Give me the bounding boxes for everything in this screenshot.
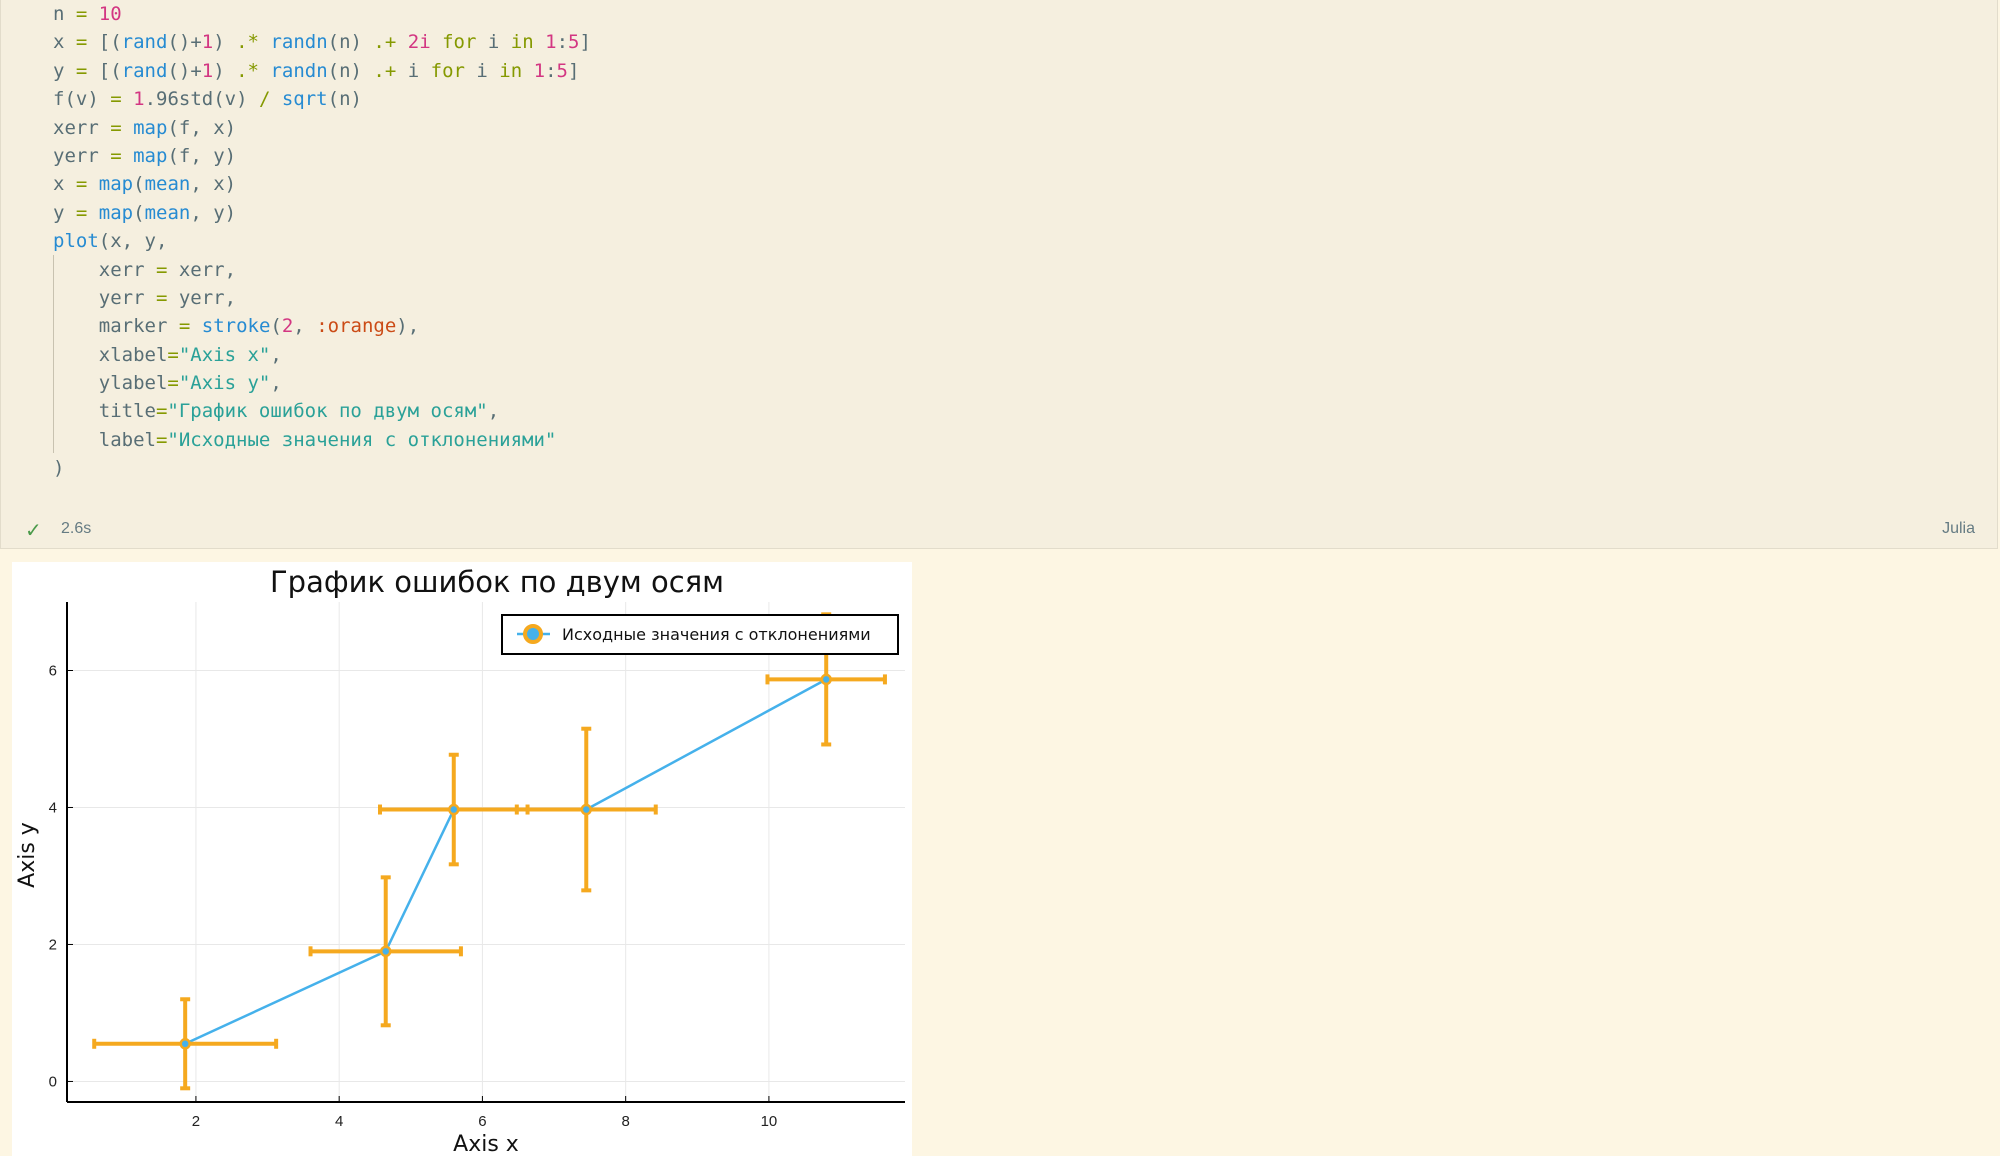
chart-legend: Исходные значения с отклонениями xyxy=(501,614,899,655)
error-bar-point xyxy=(514,726,658,893)
code-line[interactable]: plot(x, y, xyxy=(53,227,591,255)
code-line[interactable]: xlabel="Axis x", xyxy=(53,341,591,369)
code-cell[interactable]: n = 10 x = [(rand()+1) .* randn(n) .+ 2i… xyxy=(0,0,1998,549)
chart-grid xyxy=(67,602,905,1102)
y-tick-label: 0 xyxy=(49,1073,57,1090)
cell-output: 2 4 6 8 10 0 2 4 6 Исходные значения с отклонени… xyxy=(12,562,912,1156)
x-tick-label: 8 xyxy=(621,1113,629,1130)
code-line-text: marker = stroke(2, :orange), xyxy=(53,315,420,338)
x-tick-label: 6 xyxy=(478,1113,486,1130)
data-point-marker xyxy=(179,1038,191,1050)
code-line-text: ylabel="Axis y", xyxy=(53,372,282,395)
indent-guide xyxy=(53,255,54,453)
y-axis-label: Axis y xyxy=(15,822,40,888)
series-line xyxy=(184,678,827,1045)
code-line[interactable]: y = map(mean, y) xyxy=(53,199,591,227)
legend-label: Исходные значения с отклонениями xyxy=(562,625,871,644)
code-editor[interactable]: n = 10 x = [(rand()+1) .* randn(n) .+ 2i… xyxy=(53,0,591,483)
code-line-text: plot(x, y, xyxy=(53,230,168,253)
chart-series xyxy=(92,612,887,1091)
code-line[interactable]: y = [(rand()+1) .* randn(n) .+ i for i i… xyxy=(53,57,591,85)
code-line[interactable]: label="Исходные значения с отклонениями" xyxy=(53,426,591,454)
code-line-text: n = 10 xyxy=(53,3,122,25)
execution-time: 2.6s xyxy=(61,520,92,537)
code-line[interactable]: ) xyxy=(53,454,591,482)
code-line[interactable]: f(v) = 1.96std(v) / sqrt(n) xyxy=(53,85,591,113)
code-line[interactable]: marker = stroke(2, :orange), xyxy=(53,312,591,340)
error-bar-point xyxy=(92,997,279,1091)
x-tick-label: 2 xyxy=(192,1113,200,1130)
code-line-text: x = map(mean, x) xyxy=(53,173,237,196)
data-point-marker xyxy=(448,803,460,816)
chart-svg: 2 4 6 8 10 0 2 4 6 Исходные значения с отклонени… xyxy=(15,565,905,1156)
x-axis-label: Axis x xyxy=(453,1132,519,1156)
check-icon: ✓ xyxy=(25,520,42,542)
code-line-text: y = [(rand()+1) .* randn(n) .+ i for i i… xyxy=(53,59,580,82)
error-bar-point xyxy=(377,752,530,867)
kernel-language[interactable]: Julia xyxy=(1942,520,1975,537)
y-tick-label: 2 xyxy=(49,936,57,953)
x-tick-label: 10 xyxy=(761,1113,778,1130)
y-tick-label: 6 xyxy=(49,662,57,679)
code-line[interactable]: yerr = map(f, y) xyxy=(53,142,591,170)
code-line-text: xerr = xerr, xyxy=(53,258,237,281)
code-line[interactable]: yerr = yerr, xyxy=(53,284,591,312)
cell-status-bar: ✓ 2.6s Julia xyxy=(1,510,1997,548)
chart-title: График ошибок по двум осям xyxy=(270,565,724,599)
code-line[interactable]: ylabel="Axis y", xyxy=(53,369,591,397)
code-line-text: xlabel="Axis x", xyxy=(53,343,282,366)
code-line[interactable]: x = map(mean, x) xyxy=(53,170,591,198)
legend-marker-swatch xyxy=(523,624,543,644)
code-line-text: yerr = map(f, y) xyxy=(53,144,237,167)
code-line[interactable]: x = [(rand()+1) .* randn(n) .+ 2i for i … xyxy=(53,28,591,56)
code-line-text: label="Исходные значения с отклонениями" xyxy=(53,428,557,451)
code-line[interactable]: xerr = xerr, xyxy=(53,256,591,284)
code-line-text: ) xyxy=(53,457,65,480)
code-line[interactable]: xerr = map(f, x) xyxy=(53,114,591,142)
code-line-text: x = [(rand()+1) .* randn(n) .+ 2i for i … xyxy=(53,31,591,54)
legend-box xyxy=(501,614,899,655)
code-line-text: f(v) = 1.96std(v) / sqrt(n) xyxy=(53,88,362,111)
data-point-marker xyxy=(820,673,832,686)
data-point-marker xyxy=(379,945,392,958)
code-line-text: title="График ошибок по двум осям", xyxy=(53,400,500,423)
chart-axes: 2 4 6 8 10 0 2 4 6 xyxy=(49,602,905,1130)
code-line[interactable]: n = 10 xyxy=(53,0,591,28)
error-bar-point xyxy=(308,875,463,1028)
code-line-text: yerr = yerr, xyxy=(53,286,237,309)
x-tick-label: 4 xyxy=(335,1113,343,1130)
code-line[interactable]: title="График ошибок по двум осям", xyxy=(53,397,591,425)
data-point-marker xyxy=(580,803,593,816)
code-line-text: y = map(mean, y) xyxy=(53,201,237,224)
code-line-text: xerr = map(f, x) xyxy=(53,116,237,139)
y-tick-label: 4 xyxy=(49,799,57,816)
